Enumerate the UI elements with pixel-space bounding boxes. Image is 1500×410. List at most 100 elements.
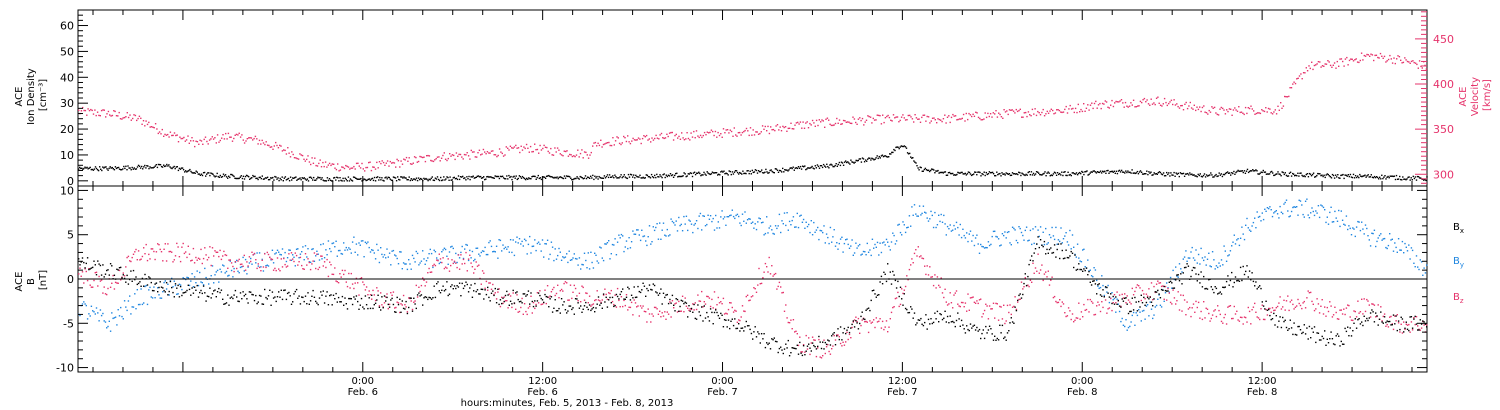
data-point xyxy=(108,167,110,170)
data-point xyxy=(1352,319,1354,322)
data-point xyxy=(963,173,965,175)
data-point xyxy=(319,159,321,161)
data-point xyxy=(726,326,728,328)
data-point xyxy=(1005,237,1007,239)
data-point xyxy=(85,167,87,169)
data-point xyxy=(492,290,494,292)
data-point xyxy=(410,300,412,302)
data-point xyxy=(1289,215,1291,217)
data-point xyxy=(1220,259,1223,261)
data-point xyxy=(842,164,845,166)
data-point xyxy=(1426,264,1428,266)
data-point xyxy=(1390,175,1392,177)
data-point xyxy=(1345,307,1348,309)
data-point xyxy=(1332,221,1335,223)
data-point xyxy=(870,254,872,257)
data-point xyxy=(620,174,622,176)
data-point xyxy=(949,224,951,226)
data-point xyxy=(1066,112,1069,114)
data-point xyxy=(591,261,593,264)
data-point xyxy=(358,242,360,244)
data-point xyxy=(611,176,613,178)
data-point xyxy=(321,255,323,257)
data-point xyxy=(1056,172,1059,174)
data-point xyxy=(1134,290,1136,293)
data-point xyxy=(1112,302,1114,304)
data-point xyxy=(451,284,453,286)
data-point xyxy=(1227,172,1230,174)
data-point xyxy=(109,114,111,116)
data-point xyxy=(734,217,736,220)
data-point xyxy=(286,265,289,267)
data-point xyxy=(1330,177,1333,179)
data-point xyxy=(1410,321,1413,323)
data-point xyxy=(956,173,958,176)
data-point xyxy=(464,285,466,287)
data-point xyxy=(1309,67,1311,70)
data-point xyxy=(929,218,931,220)
data-point xyxy=(674,310,676,312)
data-point xyxy=(785,224,787,227)
data-point xyxy=(668,175,671,177)
data-point xyxy=(1413,61,1415,64)
data-point xyxy=(392,161,394,164)
data-point xyxy=(599,176,601,179)
data-point xyxy=(884,117,887,119)
data-point xyxy=(546,285,549,287)
data-point xyxy=(1154,173,1156,175)
data-point xyxy=(451,245,453,248)
data-point xyxy=(597,178,599,180)
data-point xyxy=(413,297,415,299)
data-point xyxy=(208,172,210,174)
data-point xyxy=(750,296,753,298)
data-point xyxy=(438,290,440,292)
data-point xyxy=(987,173,990,175)
data-point xyxy=(1007,173,1009,175)
data-point xyxy=(434,296,437,299)
data-point xyxy=(1022,234,1024,237)
data-point xyxy=(744,211,746,213)
data-point xyxy=(567,155,570,157)
data-point xyxy=(106,293,108,296)
data-point xyxy=(280,258,282,260)
data-point xyxy=(178,167,181,170)
data-point xyxy=(1185,314,1187,316)
data-point xyxy=(809,122,811,125)
data-point xyxy=(758,333,760,335)
data-point xyxy=(262,178,265,180)
data-point xyxy=(161,166,164,168)
data-point xyxy=(658,138,660,140)
data-point xyxy=(1421,67,1423,69)
data-point xyxy=(673,222,675,224)
data-point xyxy=(630,241,633,243)
data-point xyxy=(270,146,273,148)
data-point xyxy=(402,262,405,264)
data-point xyxy=(460,251,462,254)
data-point xyxy=(424,263,426,265)
data-point xyxy=(571,308,573,311)
data-point xyxy=(1324,63,1326,65)
data-point xyxy=(590,151,592,154)
data-point xyxy=(870,322,872,324)
data-point xyxy=(423,177,425,180)
data-point xyxy=(347,176,350,178)
data-point xyxy=(288,180,291,182)
data-point xyxy=(624,304,626,307)
top-panel-series xyxy=(78,52,1428,182)
data-point xyxy=(1241,316,1243,319)
data-point xyxy=(1178,175,1180,178)
data-point xyxy=(870,159,872,161)
data-point xyxy=(182,169,185,171)
data-point xyxy=(1381,174,1383,176)
data-point xyxy=(1041,264,1043,266)
data-point xyxy=(685,215,688,217)
data-point xyxy=(1076,174,1079,176)
data-point xyxy=(668,132,671,134)
data-point xyxy=(574,298,577,300)
data-point xyxy=(1155,97,1158,99)
data-point xyxy=(404,304,406,306)
data-point xyxy=(1288,172,1291,174)
data-point xyxy=(467,178,469,180)
data-point xyxy=(401,300,403,302)
data-point xyxy=(1116,172,1119,175)
